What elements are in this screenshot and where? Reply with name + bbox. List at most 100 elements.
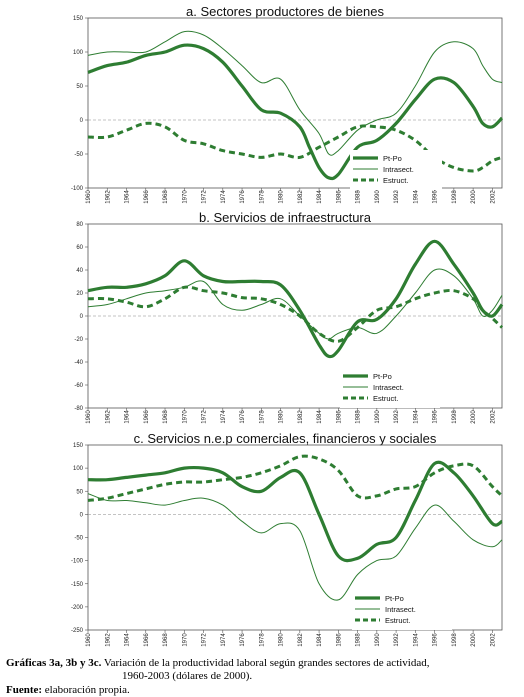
source-text: elaboración propia.: [44, 684, 130, 696]
x-tick-label: 1980: [279, 633, 285, 647]
x-tick-label: 1996: [433, 410, 439, 424]
legend-label: Estruct.: [385, 616, 410, 625]
x-tick-label: 1966: [144, 633, 150, 647]
y-tick-label: 150: [73, 443, 84, 449]
caption-label: Gráficas 3a, 3b y 3c.: [6, 657, 102, 669]
series-line-estruct-: [87, 121, 503, 173]
x-tick-label: 1966: [144, 410, 150, 424]
x-tick-label: 1986: [336, 410, 342, 424]
chart-legend: Pt-Po Intrasect. Estruct.: [340, 368, 440, 408]
y-tick-label: -40: [74, 360, 83, 366]
legend-label: Intrasect.: [373, 383, 404, 392]
y-tick-label: 80: [76, 222, 83, 228]
y-tick-label: 60: [76, 245, 83, 251]
x-tick-label: 1962: [105, 190, 111, 204]
x-tick-label: 1998: [452, 190, 458, 204]
x-tick-label: 1988: [356, 633, 362, 647]
series-line-estruct-: [87, 454, 504, 502]
x-tick-label: 1960: [86, 190, 92, 204]
x-tick-label: 1996: [433, 190, 439, 204]
series-line-intrasect-: [87, 30, 503, 156]
x-tick-label: 1986: [336, 633, 342, 647]
x-tick-label: 1972: [202, 190, 208, 204]
series-line-estruct-: [87, 285, 504, 343]
y-tick-label: 0: [80, 118, 84, 124]
x-tick-label: 2000: [471, 410, 477, 424]
y-tick-label: -150: [71, 582, 84, 588]
series-line-pt-po: [87, 43, 504, 181]
x-tick-label: 1978: [259, 190, 265, 204]
chart-title: a. Sectores productores de bienes: [186, 4, 385, 19]
figure-caption: Gráficas 3a, 3b y 3c. Variación de la pr…: [6, 657, 521, 683]
y-tick-label: -20: [74, 337, 83, 343]
x-tick-label: 1994: [413, 410, 419, 424]
y-tick-label: 50: [76, 84, 83, 90]
x-tick-label: 1998: [452, 410, 458, 424]
y-tick-label: -50: [74, 536, 83, 542]
x-tick-label: 1982: [298, 633, 304, 647]
x-tick-label: 1992: [394, 410, 400, 424]
legend-label: Estruct.: [383, 176, 408, 185]
chart-panel-3: c. Servicios n.e.p comerciales, financie…: [71, 431, 504, 647]
x-tick-label: 1992: [394, 633, 400, 647]
y-tick-label: 50: [76, 489, 83, 495]
x-tick-label: 1962: [105, 410, 111, 424]
x-tick-label: 1968: [163, 190, 169, 204]
y-tick-label: 100: [73, 466, 84, 472]
y-tick-label: -200: [71, 605, 84, 611]
chart-panel-1: a. Sectores productores de bienes -100 -50…: [71, 4, 504, 204]
series-line-pt-po: [87, 239, 504, 359]
x-tick-label: 1974: [221, 633, 227, 647]
x-tick-label: 1976: [240, 410, 246, 424]
x-tick-label: 1974: [221, 190, 227, 204]
x-tick-label: 1986: [336, 190, 342, 204]
y-tick-label: -250: [71, 628, 84, 634]
x-tick-label: 1984: [317, 410, 323, 424]
x-tick-label: 1982: [298, 410, 304, 424]
chart-title: c. Servicios n.e.p comerciales, financie…: [134, 431, 437, 446]
x-tick-label: 1988: [356, 410, 362, 424]
x-tick-label: 1990: [375, 190, 381, 204]
y-tick-label: -50: [74, 152, 83, 158]
x-tick-label: 1992: [394, 190, 400, 204]
legend-label: Pt-Po: [373, 372, 392, 381]
x-tick-label: 1982: [298, 190, 304, 204]
y-tick-label: 20: [76, 291, 83, 297]
charts-canvas: a. Sectores productores de bienes -100 -50…: [71, 4, 504, 647]
legend-label: Pt-Po: [385, 594, 404, 603]
x-tick-label: 2000: [471, 633, 477, 647]
x-tick-label: 1972: [202, 410, 208, 424]
x-tick-label: 2002: [490, 410, 496, 424]
x-tick-label: 1964: [125, 410, 131, 424]
x-tick-label: 1984: [317, 633, 323, 647]
series-line-pt-po: [87, 460, 503, 563]
x-tick-label: 1970: [182, 633, 188, 647]
series-line-intrasect-: [87, 493, 503, 601]
x-tick-label: 1988: [356, 190, 362, 204]
x-tick-label: 1994: [413, 633, 419, 647]
y-tick-label: -100: [71, 559, 84, 565]
x-tick-label: 1978: [259, 633, 265, 647]
legend-label: Estruct.: [373, 394, 398, 403]
caption-text-line1: Variación de la productividad laboral se…: [103, 657, 430, 669]
figure-source: Fuente: elaboración propia.: [6, 684, 130, 696]
y-tick-label: 40: [76, 268, 83, 274]
x-tick-label: 1980: [279, 410, 285, 424]
y-tick-label: 100: [73, 50, 84, 56]
x-tick-label: 2000: [471, 190, 477, 204]
x-tick-label: 1984: [317, 190, 323, 204]
x-tick-label: 1990: [375, 410, 381, 424]
x-tick-label: 1968: [163, 633, 169, 647]
y-tick-label: -80: [74, 406, 83, 412]
x-tick-label: 1996: [433, 633, 439, 647]
x-tick-label: 1970: [182, 410, 188, 424]
chart-legend: Pt-Po Intrasect. Estruct.: [352, 590, 452, 630]
x-tick-label: 1998: [452, 633, 458, 647]
x-tick-label: 1976: [240, 633, 246, 647]
y-tick-label: 0: [80, 512, 84, 518]
caption-text-line2: 1960-2003 (dólares de 2000).: [122, 670, 253, 682]
source-label: Fuente:: [6, 684, 43, 696]
y-tick-label: 150: [73, 16, 84, 22]
x-tick-label: 2002: [490, 190, 496, 204]
x-tick-label: 1970: [182, 190, 188, 204]
